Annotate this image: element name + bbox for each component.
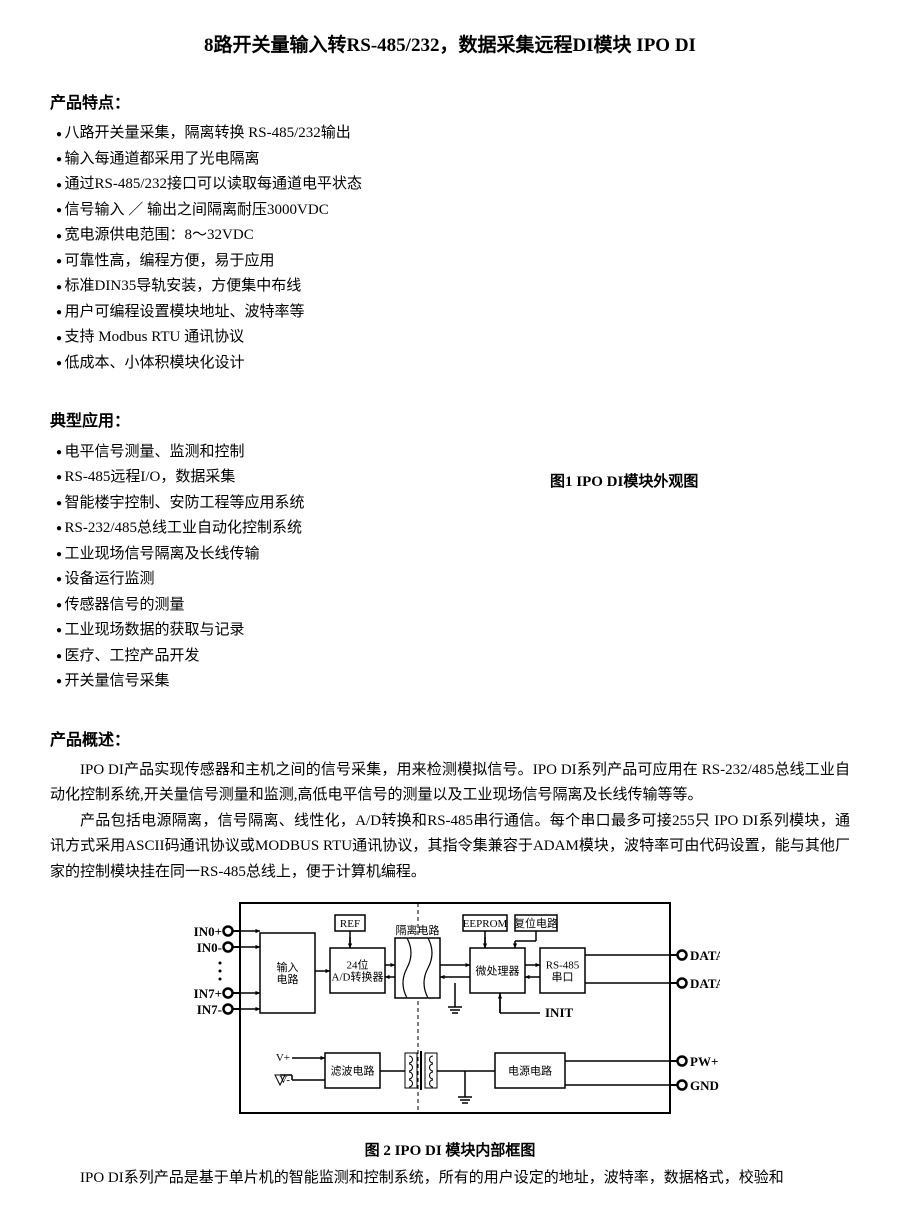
- list-item: RS-485远程I/O，数据采集: [50, 465, 520, 491]
- tail-paragraph: IPO DI系列产品是基于单片机的智能监测和控制系统，所有的用户设定的地址，波特…: [50, 1166, 850, 1192]
- list-item: 工业现场信号隔离及长线传输: [50, 542, 520, 568]
- list-item: 传感器信号的测量: [50, 593, 520, 619]
- svg-text:电源电路: 电源电路: [508, 1064, 552, 1078]
- list-item: 用户可编程设置模块地址、波特率等: [50, 300, 850, 326]
- applications-heading: 典型应用：: [50, 408, 520, 435]
- list-item: 电平信号测量、监测和控制: [50, 440, 520, 466]
- list-item: RS-232/485总线工业自动化控制系统: [50, 516, 520, 542]
- svg-text:REF: REF: [340, 918, 360, 930]
- svg-text:INIT: INIT: [545, 1005, 574, 1020]
- overview-paragraph-1: IPO DI产品实现传感器和主机之间的信号采集，用来检测模拟信号。IPO DI系…: [50, 758, 850, 809]
- list-item: 八路开关量采集，隔离转换 RS-485/232输出: [50, 121, 850, 147]
- block-diagram-svg: IN0+IN0- IN7+IN7- DATA+ DATA- PW+ GND 输入电路 REF 2…: [180, 893, 720, 1123]
- svg-text:DATA+: DATA+: [690, 948, 720, 963]
- list-item: 标准DIN35导轨安装，方便集中布线: [50, 274, 850, 300]
- list-item: 输入每通道都采用了光电隔离: [50, 147, 850, 173]
- features-list: 八路开关量采集，隔离转换 RS-485/232输出 输入每通道都采用了光电隔离 …: [50, 121, 850, 376]
- svg-text:V+: V+: [276, 1052, 290, 1064]
- overview-paragraph-2: 产品包括电源隔离，信号隔离、线性化，A/D转换和RS-485串行通信。每个串口最…: [50, 809, 850, 886]
- svg-text:EEPROM: EEPROM: [463, 918, 508, 930]
- overview-heading: 产品概述：: [50, 727, 850, 754]
- svg-text:PW+: PW+: [690, 1054, 718, 1069]
- svg-text:IN7-: IN7-: [197, 1002, 222, 1017]
- list-item: 支持 Modbus RTU 通讯协议: [50, 325, 850, 351]
- list-item: 工业现场数据的获取与记录: [50, 618, 520, 644]
- svg-text:GND: GND: [690, 1078, 719, 1093]
- svg-text:电路: 电路: [277, 973, 299, 986]
- list-item: 开关量信号采集: [50, 669, 520, 695]
- svg-text:输入: 输入: [277, 960, 299, 974]
- svg-text:IN0-: IN0-: [197, 940, 222, 955]
- svg-text:滤波电路: 滤波电路: [331, 1065, 375, 1078]
- svg-text:DATA-: DATA-: [690, 976, 720, 991]
- list-item: 医疗、工控产品开发: [50, 644, 520, 670]
- list-item: 可靠性高，编程方便，易于应用: [50, 249, 850, 275]
- list-item: 低成本、小体积模块化设计: [50, 351, 850, 377]
- svg-text:串口: 串口: [552, 971, 574, 984]
- features-heading: 产品特点：: [50, 90, 850, 117]
- list-item: 设备运行监测: [50, 567, 520, 593]
- svg-text:24位: 24位: [347, 958, 369, 972]
- list-item: 智能楼宇控制、安防工程等应用系统: [50, 491, 520, 517]
- figure-1-caption: 图1 IPO DI模块外观图: [550, 470, 850, 496]
- list-item: 通过RS-485/232接口可以读取每通道电平状态: [50, 172, 850, 198]
- svg-text:隔离电路: 隔离电路: [396, 923, 440, 937]
- list-item: 信号输入 ／ 输出之间隔离耐压3000VDC: [50, 198, 850, 224]
- figure-2-caption: 图 2 IPO DI 模块内部框图: [50, 1139, 850, 1165]
- svg-text:A/D转换器: A/D转换器: [332, 970, 384, 984]
- svg-text:IN7+: IN7+: [194, 986, 222, 1001]
- svg-text:微处理器: 微处理器: [476, 964, 520, 978]
- block-diagram: IN0+IN0- IN7+IN7- DATA+ DATA- PW+ GND 输入电路 REF 2…: [50, 893, 850, 1133]
- svg-text:复位电路: 复位电路: [514, 916, 558, 930]
- list-item: 宽电源供电范围：8～32VDC: [50, 223, 850, 249]
- svg-text:IN0+: IN0+: [194, 924, 222, 939]
- page-title: 8路开关量输入转RS-485/232，数据采集远程DI模块 IPO DI: [50, 30, 850, 62]
- applications-list: 电平信号测量、监测和控制 RS-485远程I/O，数据采集 智能楼宇控制、安防工…: [50, 440, 520, 695]
- svg-text:RS-485: RS-485: [546, 960, 580, 972]
